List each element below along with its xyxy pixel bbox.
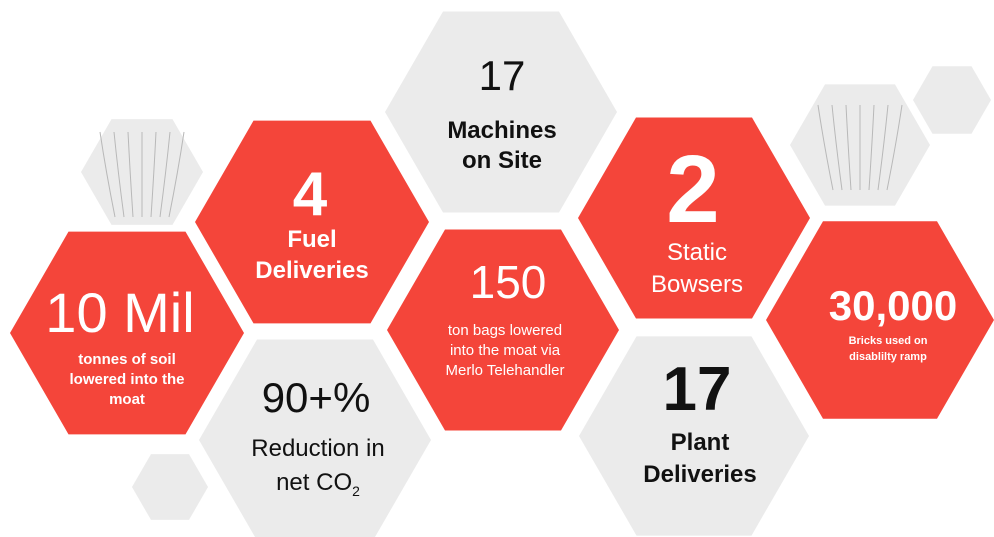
stat-value: 2 [666,136,719,243]
stat-value: 17 [663,355,732,424]
decor-hexagon [913,66,991,134]
subscript: 2 [352,483,360,499]
stat-value: 90+% [262,374,371,421]
stat-value: 17 [479,52,526,99]
stat-label: Bowsers [651,271,743,298]
stat-label: Deliveries [255,257,368,284]
stat-label: lowered into the [69,371,184,388]
stat-value: 10 Mil [45,281,194,344]
stat-label: moat [109,391,145,408]
stat-hexagon [385,12,617,213]
stat-label: Machines [447,117,556,144]
stat-value: 150 [470,256,547,308]
stat-label-part: net CO [276,469,352,496]
stat-label: net CO2 [276,469,360,499]
decor-hexagon [132,454,208,520]
stat-label: Merlo Telehandler [446,362,565,379]
stat-label: into the moat via [450,342,561,359]
stat-value: 4 [293,160,328,229]
stat-label: Static [667,239,727,266]
stat-label: Reduction in [251,435,384,462]
stat-label: Plant [671,429,730,456]
stat-label: disablilty ramp [849,351,927,363]
stat-label: ton bags lowered [448,322,562,339]
stat-label: on Site [462,147,542,174]
stat-label: Bricks used on [849,335,928,347]
infographic: 17 Machines on Site 4 Fuel Deliveries 2 … [0,0,994,537]
stat-label: tonnes of soil [78,351,176,368]
stat-label: Fuel [287,226,336,253]
stat-value: 30,000 [829,282,957,329]
stat-label: Deliveries [643,461,756,488]
